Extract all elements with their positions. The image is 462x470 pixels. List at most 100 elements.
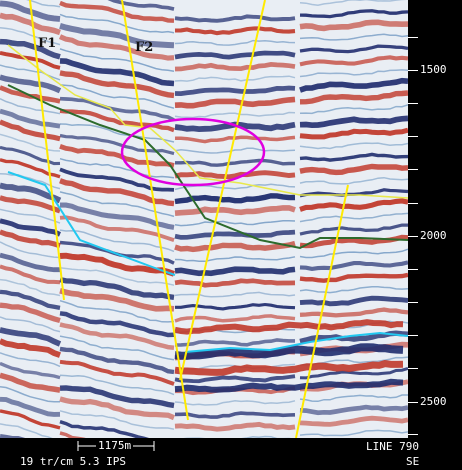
- reflector-band: [0, 278, 61, 297]
- highlight-ellipse: [120, 117, 266, 187]
- reflector-band: [0, 252, 60, 273]
- reflector-band: [59, 108, 175, 133]
- reflector-band: [59, 215, 175, 242]
- reflector-band: [0, 64, 61, 81]
- reflector-band: [299, 9, 408, 19]
- reflector-band: [59, 229, 175, 253]
- reflector-band: [0, 241, 61, 259]
- reflector-band: [299, 77, 408, 93]
- reflector-band: [299, 429, 408, 437]
- reflector-band: [59, 396, 176, 421]
- reflector-band: [299, 223, 408, 236]
- fault-label-f2: F2: [135, 40, 154, 55]
- reflector-band: [299, 176, 408, 185]
- reflector-band: [59, 410, 175, 430]
- time-tick: [408, 236, 418, 237]
- reflector-band: [174, 170, 296, 180]
- reflector-band: [59, 359, 175, 386]
- reflector-band: [59, 157, 175, 179]
- reflector-band: [174, 291, 296, 298]
- reflector-band: [0, 316, 61, 333]
- reflector-band: [59, 277, 175, 301]
- reflector-band: [59, 191, 175, 218]
- reflector-band: [174, 50, 296, 60]
- reflector-band: [0, 302, 61, 324]
- reflector-band: [183, 435, 292, 438]
- fault-line-f1: [29, 0, 65, 301]
- time-tick: [408, 136, 418, 137]
- reflector-band: [0, 208, 61, 224]
- reflector-band: [59, 23, 175, 49]
- reflector-band: [299, 394, 408, 403]
- reflector-band: [299, 260, 408, 271]
- reflector-band: [0, 385, 60, 403]
- reflector-band: [299, 286, 408, 294]
- reflector-band: [0, 50, 61, 70]
- reflector-band: [299, 115, 408, 129]
- reflector-band: [174, 314, 296, 323]
- reflector-band: [299, 366, 408, 380]
- reflector-band: [299, 163, 408, 176]
- reflector-band: [0, 361, 61, 380]
- time-tick: [408, 368, 418, 369]
- horizon-green: [7, 84, 408, 250]
- reflector-band: [59, 167, 175, 192]
- reflector-band: [0, 338, 61, 358]
- reflector-band: [0, 0, 61, 22]
- reflector-band: [299, 19, 408, 32]
- reflector-band: [174, 193, 296, 205]
- strong-reflector: [174, 343, 404, 360]
- reflector-band: [174, 147, 296, 154]
- reflector-band: [0, 133, 61, 152]
- time-tick: [408, 103, 418, 104]
- reflector-band: [299, 198, 408, 212]
- reflector-band: [59, 322, 175, 350]
- fault-line-f2: [121, 0, 189, 421]
- time-tick: [408, 434, 418, 435]
- reflector-band: [0, 396, 61, 417]
- reflector-band: [299, 33, 408, 41]
- reflector-band: [174, 240, 296, 253]
- reflector-band: [174, 256, 296, 263]
- reflector-band: [174, 75, 296, 82]
- direction-label: SE: [406, 455, 420, 468]
- footer-bar: 1175m 19 tr/cm 5.3 IPS LINE 790 SE: [0, 438, 462, 470]
- horizon-cyan-lower: [184, 331, 408, 353]
- reflector-band: [107, 0, 175, 11]
- reflector-band: [0, 218, 61, 237]
- reflector-band: [59, 13, 175, 34]
- reflector-band: [174, 421, 296, 432]
- reflector-band: [59, 374, 175, 396]
- time-tick: [408, 70, 418, 71]
- reflector-band: [174, 219, 296, 227]
- time-tick: [408, 269, 418, 270]
- reflector-band: [174, 14, 296, 23]
- time-tick: [408, 37, 418, 38]
- reflector-band: [174, 338, 295, 347]
- time-tick-label-2000: 2000: [420, 229, 447, 242]
- reflector-band: [0, 119, 61, 142]
- reflector-band: [0, 108, 61, 129]
- time-tick: [408, 402, 418, 403]
- reflector-band: [59, 178, 175, 207]
- reflector-band: [59, 287, 175, 312]
- reflector-band: [0, 38, 61, 60]
- reflector-band: [0, 98, 61, 115]
- time-tick: [408, 335, 418, 336]
- reflector-band: [174, 26, 296, 36]
- reflector-band: [299, 127, 408, 140]
- reflector-band: [0, 145, 61, 166]
- time-tick: [408, 203, 418, 204]
- reflector-band: [0, 182, 62, 204]
- reflector-band: [299, 152, 408, 162]
- reflector-band: [299, 90, 408, 105]
- reflector-band: [60, 202, 175, 230]
- reflector-band: [174, 39, 296, 46]
- reflector-band: [299, 44, 408, 54]
- reflector-band: [0, 195, 61, 214]
- reflector-band: [59, 144, 175, 168]
- reflector-band: [59, 252, 175, 277]
- seismic-section[interactable]: F1 F2: [0, 0, 408, 438]
- reflector-band: [299, 0, 408, 6]
- reflector-band: [58, 34, 175, 61]
